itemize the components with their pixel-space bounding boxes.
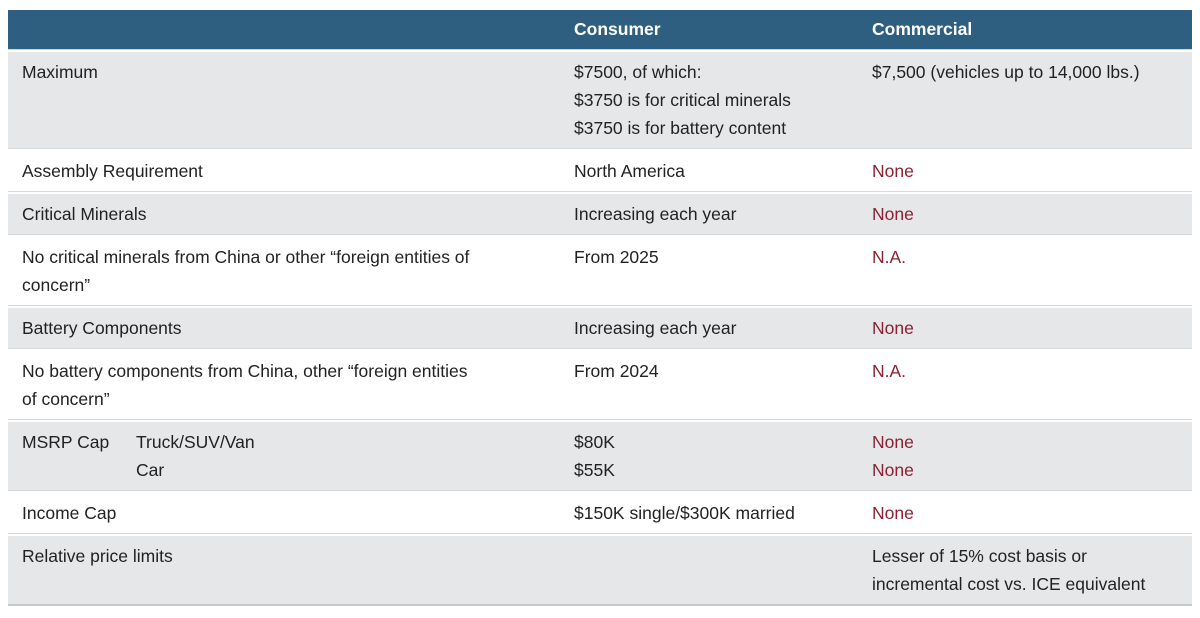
consumer-value: $150K single/$300K married bbox=[574, 503, 795, 523]
row-label-cell: Assembly Requirement bbox=[8, 151, 560, 191]
commercial-value: $7,500 (vehicles up to 14,000 lbs.) bbox=[872, 62, 1140, 82]
row-label: Critical Minerals bbox=[22, 204, 147, 224]
consumer-value: From 2024 bbox=[574, 361, 659, 381]
table-row: Relative price limits Lesser of 15% cost… bbox=[8, 536, 1192, 606]
table-header-row: Consumer Commercial bbox=[8, 10, 1192, 50]
table-row: Critical Minerals Increasing each year N… bbox=[8, 194, 1192, 235]
table-row: Assembly Requirement North America None bbox=[8, 151, 1192, 192]
consumer-value: Increasing each year bbox=[574, 204, 737, 224]
header-consumer: Consumer bbox=[574, 19, 661, 39]
consumer-value: Increasing each year bbox=[574, 318, 737, 338]
table-row: Maximum $7500, of which: $3750 is for cr… bbox=[8, 52, 1192, 149]
row-label-cell: MSRP Cap Truck/SUV/Van Car bbox=[8, 422, 560, 490]
row-label: MSRP Cap bbox=[22, 432, 110, 452]
row-label: Relative price limits bbox=[22, 546, 173, 566]
consumer-value bbox=[560, 536, 858, 604]
table-body: Maximum $7500, of which: $3750 is for cr… bbox=[8, 52, 1192, 606]
row-label: No critical minerals from China or other… bbox=[22, 247, 470, 295]
row-label-cell: No battery components from China, other … bbox=[8, 351, 560, 419]
row-label-cell: Battery Components bbox=[8, 308, 560, 348]
table-row: No critical minerals from China or other… bbox=[8, 237, 1192, 306]
commercial-value: N.A. bbox=[872, 247, 907, 267]
row-label-cell: Maximum bbox=[8, 52, 560, 148]
row-label: Income Cap bbox=[22, 503, 117, 523]
row-label: No battery components from China, other … bbox=[22, 361, 468, 409]
commercial-value: None bbox=[872, 318, 914, 338]
header-commercial: Commercial bbox=[872, 19, 973, 39]
commercial-value: None bbox=[872, 503, 914, 523]
table-row: Income Cap $150K single/$300K married No… bbox=[8, 493, 1192, 534]
row-label: Assembly Requirement bbox=[22, 161, 203, 181]
row-label: Maximum bbox=[22, 62, 98, 82]
table-row: MSRP Cap Truck/SUV/Van Car $80K $55K Non… bbox=[8, 422, 1192, 491]
commercial-value: None bbox=[872, 204, 914, 224]
consumer-value: $80K $55K bbox=[574, 432, 615, 480]
commercial-value: None bbox=[872, 161, 914, 181]
consumer-value: $7500, of which: $3750 is for critical m… bbox=[574, 62, 791, 138]
row-label: Battery Components bbox=[22, 318, 182, 338]
table-row: Battery Components Increasing each year … bbox=[8, 308, 1192, 349]
consumer-value: From 2025 bbox=[574, 247, 659, 267]
consumer-value: North America bbox=[574, 161, 685, 181]
row-label-cell: Income Cap bbox=[8, 493, 560, 533]
commercial-value: None None bbox=[872, 432, 914, 480]
commercial-value: N.A. bbox=[872, 361, 907, 381]
row-label-cell: Critical Minerals bbox=[8, 194, 560, 234]
comparison-table: Consumer Commercial Maximum $7500, of wh… bbox=[8, 10, 1192, 606]
commercial-value: Lesser of 15% cost basis or incremental … bbox=[872, 546, 1146, 594]
table-row: No battery components from China, other … bbox=[8, 351, 1192, 420]
row-label-cell: No critical minerals from China or other… bbox=[8, 237, 560, 305]
row-sublabel: Truck/SUV/Van Car bbox=[136, 432, 255, 480]
row-label-cell: Relative price limits bbox=[8, 536, 560, 604]
